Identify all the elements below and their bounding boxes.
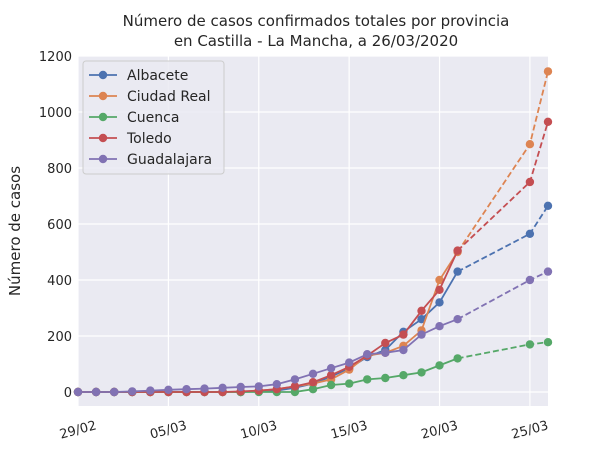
data-point-toledo-20 <box>435 285 444 294</box>
y-axis-ticks: 0 200 400 600 800 1000 1200 <box>39 50 72 401</box>
series-line-toledo <box>78 250 459 393</box>
data-point-toledo-23 <box>543 117 553 127</box>
data-point-guadalajara-19 <box>417 330 426 339</box>
x-tick-label-1: 05/03 <box>148 418 188 442</box>
x-tick-label-3: 15/03 <box>329 418 369 442</box>
chart-subtitle: en Castilla - La Mancha, a 26/03/2020 <box>174 32 458 50</box>
y-tick-label-0: 0 <box>64 386 72 401</box>
data-point-cuenca-16 <box>363 375 372 384</box>
data-point-cuenca-23 <box>543 338 553 347</box>
series-line-guadalajara <box>78 318 458 393</box>
data-point-toledo-21 <box>453 246 462 255</box>
x-tick-label-0: 29/02 <box>58 418 98 442</box>
legend-marker-cuenca <box>98 112 108 122</box>
data-point-guadalajara-1 <box>91 387 101 397</box>
data-point-guadalajara-5 <box>164 385 173 394</box>
data-point-albacete-23 <box>543 201 553 210</box>
legend-label-albacete: Albacete <box>127 68 188 84</box>
y-tick-label-3: 600 <box>47 218 72 233</box>
data-point-guadalajara-9 <box>236 382 245 392</box>
data-point-guadalajara-16 <box>363 350 372 359</box>
legend-label-toledo: Toledo <box>126 131 172 147</box>
y-tick-label-6: 1200 <box>39 50 72 65</box>
y-tick-label-4: 800 <box>47 162 72 177</box>
data-point-toledo-17 <box>381 338 390 348</box>
data-point-guadalajara-15 <box>345 358 354 367</box>
legend-marker-ciudad-real <box>98 91 108 101</box>
data-point-guadalajara-8 <box>218 383 227 392</box>
data-point-toledo-12 <box>290 382 300 391</box>
data-point-guadalajara-20 <box>435 322 444 331</box>
data-point-guadalajara-13 <box>308 369 318 378</box>
data-point-ciudad-real-20 <box>435 275 444 285</box>
data-point-albacete-21 <box>453 267 462 276</box>
data-point-albacete-19 <box>417 315 426 324</box>
series-guadalajara <box>73 267 553 397</box>
data-point-toledo-19 <box>417 306 426 315</box>
data-point-ciudad-real-23 <box>543 67 553 76</box>
x-axis-ticks: 29/02 05/03 10/03 15/03 20/03 25/03 <box>58 418 550 442</box>
data-point-toledo-14 <box>326 371 336 380</box>
data-point-guadalajara-6 <box>182 385 191 394</box>
data-point-guadalajara-21 <box>453 315 462 324</box>
data-point-cuenca-19 <box>417 368 426 377</box>
series-group <box>73 67 553 397</box>
data-point-cuenca-22 <box>525 340 535 349</box>
legend-label-guadalajara: Guadalajara <box>127 152 212 168</box>
x-tick-label-2: 10/03 <box>239 418 279 442</box>
legend-marker-toledo <box>98 133 108 143</box>
data-point-guadalajara-12 <box>290 375 300 384</box>
legend: Albacete Ciudad Real Cuenca Toledo Guadalaja… <box>82 60 225 175</box>
data-point-guadalajara-7 <box>200 384 209 393</box>
data-point-guadalajara-0 <box>73 387 83 397</box>
legend-box <box>82 60 225 175</box>
data-point-cuenca-18 <box>399 371 408 380</box>
x-tick-label-4: 20/03 <box>420 418 460 442</box>
legend-label-ciudad-real: Ciudad Real <box>127 89 211 105</box>
data-point-guadalajara-3 <box>128 387 137 396</box>
y-tick-label-5: 1000 <box>39 106 72 121</box>
chart-title: Número de casos confirmados totales por … <box>123 12 510 30</box>
data-point-guadalajara-2 <box>110 387 119 397</box>
data-point-albacete-22 <box>525 229 535 238</box>
data-point-guadalajara-22 <box>525 275 535 285</box>
data-point-guadalajara-10 <box>254 382 263 391</box>
data-point-guadalajara-17 <box>381 348 390 357</box>
data-point-guadalajara-4 <box>146 386 155 395</box>
data-point-cuenca-14 <box>326 380 336 390</box>
data-point-toledo-18 <box>399 330 408 339</box>
data-point-guadalajara-23 <box>543 267 553 276</box>
data-point-cuenca-13 <box>308 385 318 394</box>
data-point-cuenca-17 <box>381 373 390 383</box>
data-point-cuenca-20 <box>435 361 444 370</box>
y-tick-label-2: 400 <box>47 274 72 289</box>
data-point-albacete-20 <box>435 298 444 307</box>
y-axis-label: Número de casos <box>6 166 24 296</box>
data-point-guadalajara-11 <box>272 380 281 389</box>
data-point-guadalajara-18 <box>399 345 408 355</box>
data-point-cuenca-15 <box>345 379 354 388</box>
legend-marker-albacete <box>98 70 108 80</box>
y-tick-label-1: 200 <box>47 330 72 345</box>
legend-marker-guadalajara <box>98 154 108 164</box>
legend-label-cuenca: Cuenca <box>127 110 179 126</box>
data-point-toledo-22 <box>525 177 535 187</box>
data-point-toledo-13 <box>308 378 318 387</box>
data-point-ciudad-real-22 <box>525 140 535 149</box>
data-point-cuenca-21 <box>453 354 462 363</box>
data-point-guadalajara-14 <box>326 364 336 373</box>
x-tick-label-5: 25/03 <box>510 418 550 442</box>
